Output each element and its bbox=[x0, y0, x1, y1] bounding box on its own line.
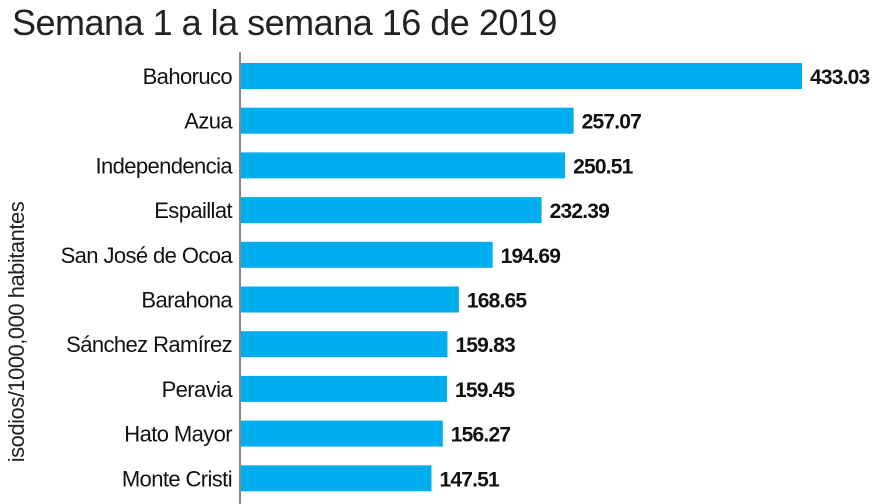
bar bbox=[240, 197, 542, 224]
value-label: 159.45 bbox=[455, 379, 516, 402]
bar bbox=[240, 241, 493, 268]
bar bbox=[240, 375, 447, 402]
category-label: San José de Ocoa bbox=[61, 243, 234, 268]
bar bbox=[240, 152, 566, 179]
category-label: Monte Cristi bbox=[122, 466, 232, 491]
category-label: Hato Mayor bbox=[124, 422, 232, 447]
bar bbox=[240, 465, 432, 492]
category-label: Barahona bbox=[141, 288, 233, 313]
chart-title: Semana 1 a la semana 16 de 2019 bbox=[12, 2, 557, 43]
value-label: 433.03 bbox=[810, 66, 870, 89]
value-label: 156.27 bbox=[451, 424, 511, 447]
value-label: 250.51 bbox=[573, 155, 634, 178]
value-label: 257.07 bbox=[582, 111, 642, 134]
category-label: Espaillat bbox=[154, 198, 232, 223]
bar bbox=[240, 63, 802, 89]
category-label: Bahoruco bbox=[143, 64, 233, 89]
category-label: Peravia bbox=[162, 377, 234, 402]
bar bbox=[240, 286, 459, 313]
bar bbox=[240, 420, 443, 447]
value-label: 147.51 bbox=[439, 468, 500, 491]
value-label: 194.69 bbox=[501, 245, 561, 268]
value-label: 232.39 bbox=[550, 200, 610, 223]
bar bbox=[240, 107, 574, 134]
bar bbox=[240, 331, 448, 358]
category-label: Sánchez Ramírez bbox=[66, 332, 232, 357]
category-label: Independencia bbox=[95, 153, 233, 178]
value-label: 168.65 bbox=[467, 290, 528, 313]
category-label: Azua bbox=[184, 109, 233, 134]
value-label: 159.83 bbox=[455, 334, 515, 357]
